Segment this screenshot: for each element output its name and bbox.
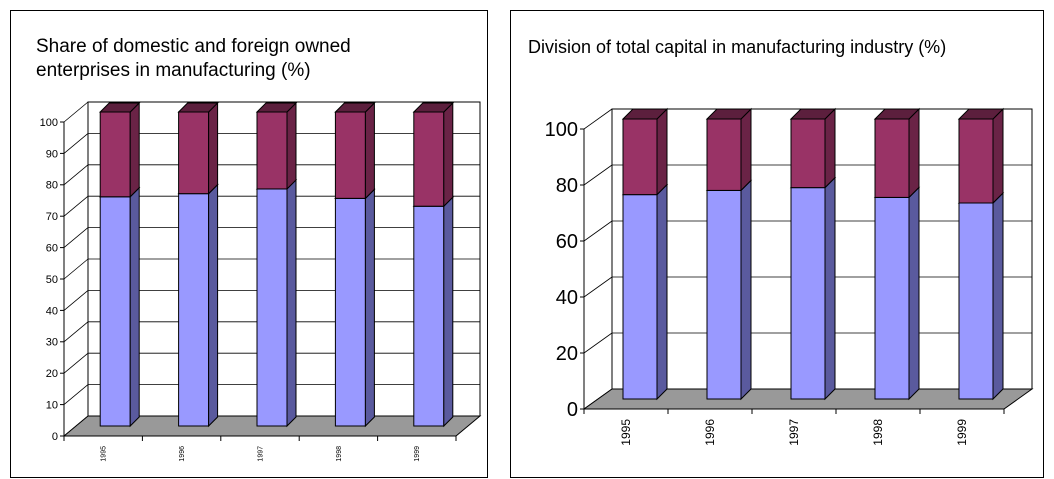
bar-segment-series-1 <box>413 205 445 427</box>
bar-segment-series-1 <box>256 188 288 427</box>
y-tick-label: 0 <box>567 399 578 421</box>
bar-top <box>177 102 219 113</box>
bar-side <box>992 107 1004 205</box>
y-tick-label: 90 <box>46 148 58 160</box>
gridline-diagonal <box>583 164 613 186</box>
chart-title: Division of total capital in manufacturi… <box>528 37 947 57</box>
x-tick-label: 1996 <box>703 419 717 446</box>
bar-segment-series-2 <box>706 118 742 191</box>
bar-segment-series-2 <box>178 111 210 195</box>
x-tick-label: 1995 <box>101 446 108 462</box>
gridline-diagonal <box>63 195 89 217</box>
bar-segment-series-1 <box>874 196 910 400</box>
y-tick-label: 100 <box>40 117 58 129</box>
bar-side <box>286 178 297 428</box>
bar-segment-series-1 <box>958 202 994 400</box>
bar-side <box>740 179 752 401</box>
gridline-diagonal <box>63 258 89 280</box>
bar-side <box>286 101 297 191</box>
y-tick-label: 100 <box>545 119 578 141</box>
gridline-diagonal <box>63 384 89 405</box>
bar-side <box>129 186 140 428</box>
bar-segment-series-2 <box>790 118 826 189</box>
bar-top <box>873 108 921 120</box>
bar-segment-series-1 <box>334 197 366 427</box>
bar-segment-series-2 <box>622 118 658 196</box>
x-tick-label: 1997 <box>257 446 264 462</box>
x-tick-label: 1995 <box>619 419 633 446</box>
bar-side <box>364 188 375 428</box>
y-tick-label: 20 <box>46 368 58 380</box>
y-tick-label: 40 <box>46 305 58 317</box>
bar-side <box>908 186 920 401</box>
y-tick-label: 80 <box>46 180 58 192</box>
x-tick-label: 1998 <box>336 446 343 462</box>
bar-top <box>705 108 753 120</box>
bar-segment-series-1 <box>622 194 658 400</box>
gridline-diagonal <box>583 220 613 242</box>
bar-side <box>208 101 219 195</box>
y-tick-label: 20 <box>556 343 578 365</box>
bar-top <box>98 102 141 113</box>
bar-side <box>208 183 219 428</box>
bar-segment-series-2 <box>256 111 288 190</box>
y-tick-label: 10 <box>46 399 58 411</box>
x-tick-label: 1996 <box>179 446 186 462</box>
bar-segment-series-1 <box>99 196 131 427</box>
y-tick-label: 60 <box>556 231 578 253</box>
gridline-diagonal <box>63 164 89 186</box>
chart-1: 0 10 20 30 40 50 60 70 80 90 100 1995 1996 1997 1998 19… <box>40 101 482 462</box>
bar-top <box>957 108 1005 120</box>
y-tick-label: 50 <box>46 274 58 286</box>
bar-segment-series-2 <box>99 111 131 198</box>
chart-title: Share of domestic and foreign owned ente… <box>36 36 351 81</box>
x-tick-label: 1998 <box>871 419 885 446</box>
bar-side <box>656 183 668 401</box>
bar-segment-series-1 <box>706 189 742 400</box>
y-tick-label: 0 <box>52 431 58 443</box>
x-tick-label: 1997 <box>787 419 801 446</box>
bar-segment-series-2 <box>874 118 910 198</box>
y-tick-label: 30 <box>46 337 58 349</box>
gridline-diagonal <box>63 352 89 374</box>
bar-side <box>908 107 920 199</box>
gridline-diagonal <box>583 276 613 298</box>
gridline-diagonal <box>63 133 89 154</box>
x-tick-label: 1999 <box>955 419 969 446</box>
bar-segment-series-2 <box>413 111 445 207</box>
bar-side <box>129 101 140 198</box>
bar-side <box>824 107 836 189</box>
y-tick-label: 70 <box>46 211 58 223</box>
gridline-diagonal <box>63 321 89 343</box>
bar-side <box>656 107 668 196</box>
bar-side <box>992 191 1004 401</box>
gridline-diagonal <box>63 101 89 123</box>
y-tick-label: 80 <box>556 175 578 197</box>
bar-side <box>824 176 836 401</box>
bar-top <box>621 108 669 120</box>
bar-side <box>364 101 375 200</box>
bar-segment-series-1 <box>790 187 826 400</box>
gridline-diagonal <box>583 332 613 354</box>
y-tick-label: 40 <box>556 287 578 309</box>
gridline-diagonal <box>63 290 89 311</box>
bar-side <box>740 107 752 192</box>
gridline-diagonal <box>583 108 613 130</box>
bar-top <box>334 102 376 113</box>
bar-segment-series-2 <box>958 118 994 204</box>
bar-top <box>789 108 837 120</box>
x-tick-label: 1999 <box>414 446 421 462</box>
y-tick-label: 60 <box>46 242 58 254</box>
bar-side <box>443 195 454 428</box>
bar-top <box>255 102 298 113</box>
bar-side <box>443 101 454 208</box>
chart-2: 0 20 40 60 80 100 1995 1996 1997 1998 1999 <box>545 107 1034 446</box>
gridline-diagonal <box>63 227 89 248</box>
bar-segment-series-1 <box>178 193 210 427</box>
bar-top <box>412 102 455 113</box>
bar-segment-series-2 <box>334 111 366 199</box>
